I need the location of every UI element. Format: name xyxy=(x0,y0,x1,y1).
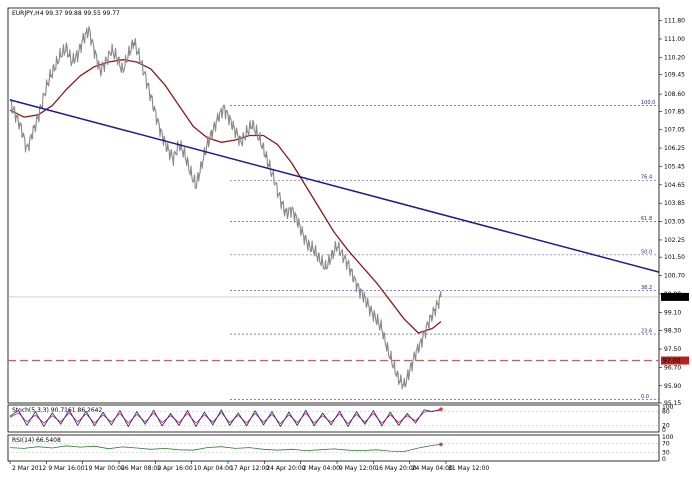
time-axis-label-0: 2 Mar 2012 xyxy=(12,465,46,472)
stochastic-axis-label-2: 20 xyxy=(662,422,670,429)
price-axis-label-13: 101.50 xyxy=(664,254,685,261)
rsi-axis-label-2: 30 xyxy=(662,449,670,456)
main-panel-frame xyxy=(7,7,660,404)
price-axis-label-1: 111.00 xyxy=(664,36,685,43)
main-panel: EURJPY,H4 99.37 99.88 99.55 99.77 100.0 7… xyxy=(7,7,689,407)
price-axis-label-17: 98.30 xyxy=(664,328,681,335)
rsi-last-point xyxy=(439,442,443,447)
price-axis-label-9: 104.65 xyxy=(664,182,685,189)
time-axis-label-8: 2 May 04:00 xyxy=(303,465,341,472)
time-axis-label-6: 17 Apr 12:00 xyxy=(230,465,269,472)
price-axis: 111.80 111.00 110.20 109.45 108.60 107.85 107.… xyxy=(659,18,685,407)
time-axis-label-11: 24 May 04:00 xyxy=(412,465,453,472)
price-axis-label-10: 103.85 xyxy=(664,200,685,207)
rsi-axis-label-3: 0 xyxy=(662,456,666,463)
current-price-tag xyxy=(661,292,689,301)
moving-average-layer xyxy=(9,59,442,334)
stochastic-axis-label-1: 80 xyxy=(662,409,670,416)
fib-level-label-5: 23.6 xyxy=(641,329,652,335)
chart-title: EURJPY,H4 99.37 99.88 99.55 99.77 xyxy=(12,10,120,17)
time-axis-label-3: 26 Mar 08:00 xyxy=(121,465,161,472)
price-axis-label-8: 105.45 xyxy=(664,163,685,170)
time-axis-label-12: 31 May 12:00 xyxy=(448,465,489,472)
time-axis-label-9: 9 May 12:00 xyxy=(339,465,377,472)
rsi-series xyxy=(9,444,442,452)
fib-level-label-0: 100.0 xyxy=(641,100,655,106)
price-axis-label-4: 108.60 xyxy=(664,91,685,98)
rsi-label: RSI(14) 66.5408 xyxy=(12,437,61,444)
stochastic-last-point xyxy=(439,407,443,411)
rsi-line xyxy=(8,442,659,453)
current-price-label: 99.77 xyxy=(663,294,680,301)
trendline xyxy=(9,99,660,273)
stochastic-lines xyxy=(8,407,659,428)
price-series xyxy=(9,26,442,390)
price-axis-label-2: 110.20 xyxy=(664,54,685,61)
price-axis-label-18: 97.50 xyxy=(664,346,681,353)
price-axis-label-11: 103.05 xyxy=(664,219,685,226)
time-axis-label-5: 10 Apr 04:00 xyxy=(194,465,233,472)
price-axis-label-16: 99.10 xyxy=(664,309,681,316)
stochastic-axis-label-0: 100 xyxy=(662,404,674,411)
rsi-axis-label-0: 100 xyxy=(662,434,674,441)
stochastic-panel-frame xyxy=(7,404,660,433)
price-axis-label-5: 107.85 xyxy=(664,108,685,115)
support-price-tag xyxy=(661,356,689,365)
time-axis-label-2: 19 Mar 00:00 xyxy=(85,465,125,472)
price-axis-label-19: 96.70 xyxy=(664,364,681,371)
fib-level-label-4: 38.2 xyxy=(641,285,652,291)
price-layer xyxy=(9,26,442,390)
price-axis-label-14: 100.70 xyxy=(664,273,685,280)
price-labels-layer: 99.77 97.00 xyxy=(661,292,689,365)
horizontal-lines-layer xyxy=(8,296,659,362)
moving-average-series xyxy=(9,59,442,334)
trendline-layer xyxy=(9,99,660,273)
time-axis-label-4: 2 Apr 16:00 xyxy=(157,465,192,472)
price-axis-label-0: 111.80 xyxy=(664,18,685,25)
rsi-axis-label-1: 70 xyxy=(662,441,670,448)
fib-level-label-2: 61.8 xyxy=(641,216,652,222)
support-price-label: 97.00 xyxy=(663,358,680,365)
price-axis-label-6: 107.05 xyxy=(664,127,685,134)
fibonacci-layer: 100.0 76.4 61.8 50.0 38.2 23.6 0.0 xyxy=(230,100,659,400)
time-axis-label-1: 9 Mar 16:00 xyxy=(48,465,84,472)
stochastic-main-line xyxy=(9,408,442,428)
fib-level-label-3: 50.0 xyxy=(641,249,652,255)
fib-level-label-1: 76.4 xyxy=(641,175,652,181)
price-axis-label-21: 95.15 xyxy=(664,400,681,407)
time-axis-label-10: 16 May 20:00 xyxy=(375,465,416,472)
time-axis-label-7: 24 Apr 20:00 xyxy=(266,465,305,472)
fib-level-label-6: 0.0 xyxy=(641,394,649,400)
price-axis-label-20: 95.90 xyxy=(664,383,681,390)
price-axis-label-12: 102.25 xyxy=(664,237,685,244)
stochastic-label: Stoch(5,3,3) 90.7161 86.2642 xyxy=(12,407,103,414)
price-axis-label-7: 106.25 xyxy=(664,145,685,152)
price-axis-label-3: 109.45 xyxy=(664,72,685,79)
stochastic-axis-label-3: 0 xyxy=(662,427,666,434)
